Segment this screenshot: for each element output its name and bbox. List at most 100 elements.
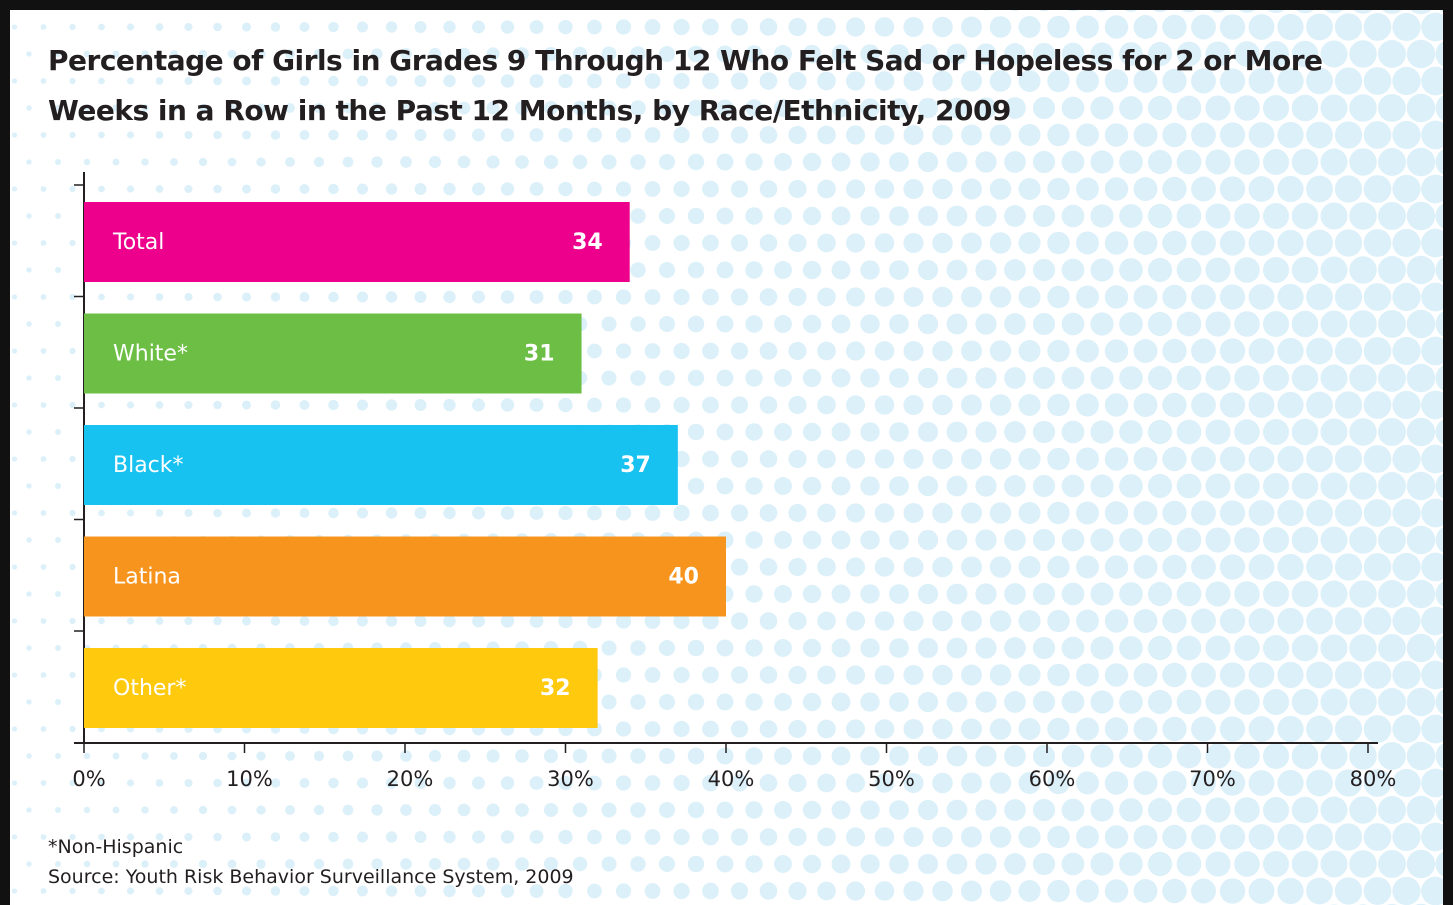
dot <box>975 367 997 389</box>
dot <box>69 185 76 193</box>
dot <box>1018 15 1041 39</box>
dot <box>673 18 690 36</box>
dot <box>414 129 427 141</box>
dot <box>1349 418 1377 446</box>
dot <box>1435 473 1443 499</box>
dot <box>1219 284 1246 310</box>
dot <box>860 692 880 712</box>
dot <box>1162 338 1187 364</box>
dot <box>1334 877 1363 905</box>
dot <box>759 666 778 684</box>
dot <box>26 861 32 867</box>
dot <box>184 508 193 518</box>
dot <box>1262 202 1290 230</box>
dot <box>587 829 602 845</box>
dot <box>1363 715 1392 743</box>
dot <box>1104 825 1129 849</box>
dot <box>615 19 632 35</box>
dot <box>975 313 997 335</box>
dot <box>687 801 705 819</box>
dot <box>414 507 427 519</box>
dot <box>860 260 880 280</box>
dot <box>1176 419 1202 445</box>
dot <box>69 671 76 679</box>
dot <box>40 348 47 354</box>
dot <box>1104 393 1129 417</box>
dot <box>371 858 383 870</box>
dot <box>889 854 909 874</box>
dot <box>1392 552 1421 582</box>
dot <box>414 885 427 897</box>
dot <box>1262 256 1290 284</box>
dot <box>730 72 749 90</box>
dot <box>658 315 676 333</box>
dot <box>184 184 193 194</box>
dot <box>917 583 939 605</box>
dot <box>342 48 354 60</box>
dot <box>227 751 237 761</box>
dot <box>1133 339 1158 363</box>
dot <box>1435 635 1443 661</box>
dot <box>903 286 924 308</box>
dot <box>1104 123 1129 147</box>
dot <box>1334 121 1363 149</box>
dot <box>1248 68 1275 94</box>
dot <box>342 102 354 114</box>
dot <box>472 614 485 628</box>
dot <box>946 367 968 389</box>
dot <box>227 103 237 113</box>
dot <box>716 315 734 333</box>
dot <box>1018 69 1041 93</box>
dot <box>1119 582 1143 606</box>
dot <box>917 421 939 443</box>
dot <box>457 749 471 763</box>
dot <box>845 125 866 145</box>
x-tick-label: 80% <box>1350 767 1397 791</box>
dot <box>1018 825 1041 849</box>
dot <box>802 746 822 766</box>
dot <box>1018 879 1041 903</box>
dot <box>759 288 778 306</box>
dot <box>975 97 997 119</box>
dot <box>40 564 47 570</box>
dot <box>845 665 866 685</box>
dot <box>817 719 836 739</box>
dot <box>1004 799 1026 821</box>
dot <box>989 664 1012 686</box>
dot <box>500 290 515 304</box>
dot <box>845 773 866 793</box>
dot <box>1363 67 1392 95</box>
dot <box>1147 95 1173 121</box>
dot <box>1406 741 1436 771</box>
dot <box>1291 526 1319 554</box>
dot <box>730 18 749 36</box>
dot <box>1262 742 1290 770</box>
dot <box>802 44 822 64</box>
dot <box>658 801 676 819</box>
dot <box>1176 203 1202 229</box>
dot <box>69 833 76 841</box>
dot <box>644 235 661 251</box>
dot <box>759 558 778 576</box>
dot <box>903 178 924 200</box>
dot <box>1392 444 1421 474</box>
dot <box>1147 635 1173 661</box>
dot <box>1076 231 1099 255</box>
dot <box>1320 310 1348 338</box>
dot <box>730 612 749 630</box>
category-label: Latina <box>113 565 181 590</box>
dot <box>587 289 602 305</box>
dot <box>11 78 18 84</box>
dot <box>615 829 632 845</box>
dot <box>817 827 836 847</box>
dot <box>1104 555 1129 579</box>
dot <box>1004 313 1026 335</box>
dot <box>198 103 208 113</box>
dot <box>1061 636 1085 660</box>
dot <box>960 340 983 362</box>
value-label: 32 <box>540 676 571 701</box>
dot <box>1076 447 1099 471</box>
bar <box>84 313 582 394</box>
dot <box>1162 824 1187 850</box>
dot <box>1147 797 1173 823</box>
